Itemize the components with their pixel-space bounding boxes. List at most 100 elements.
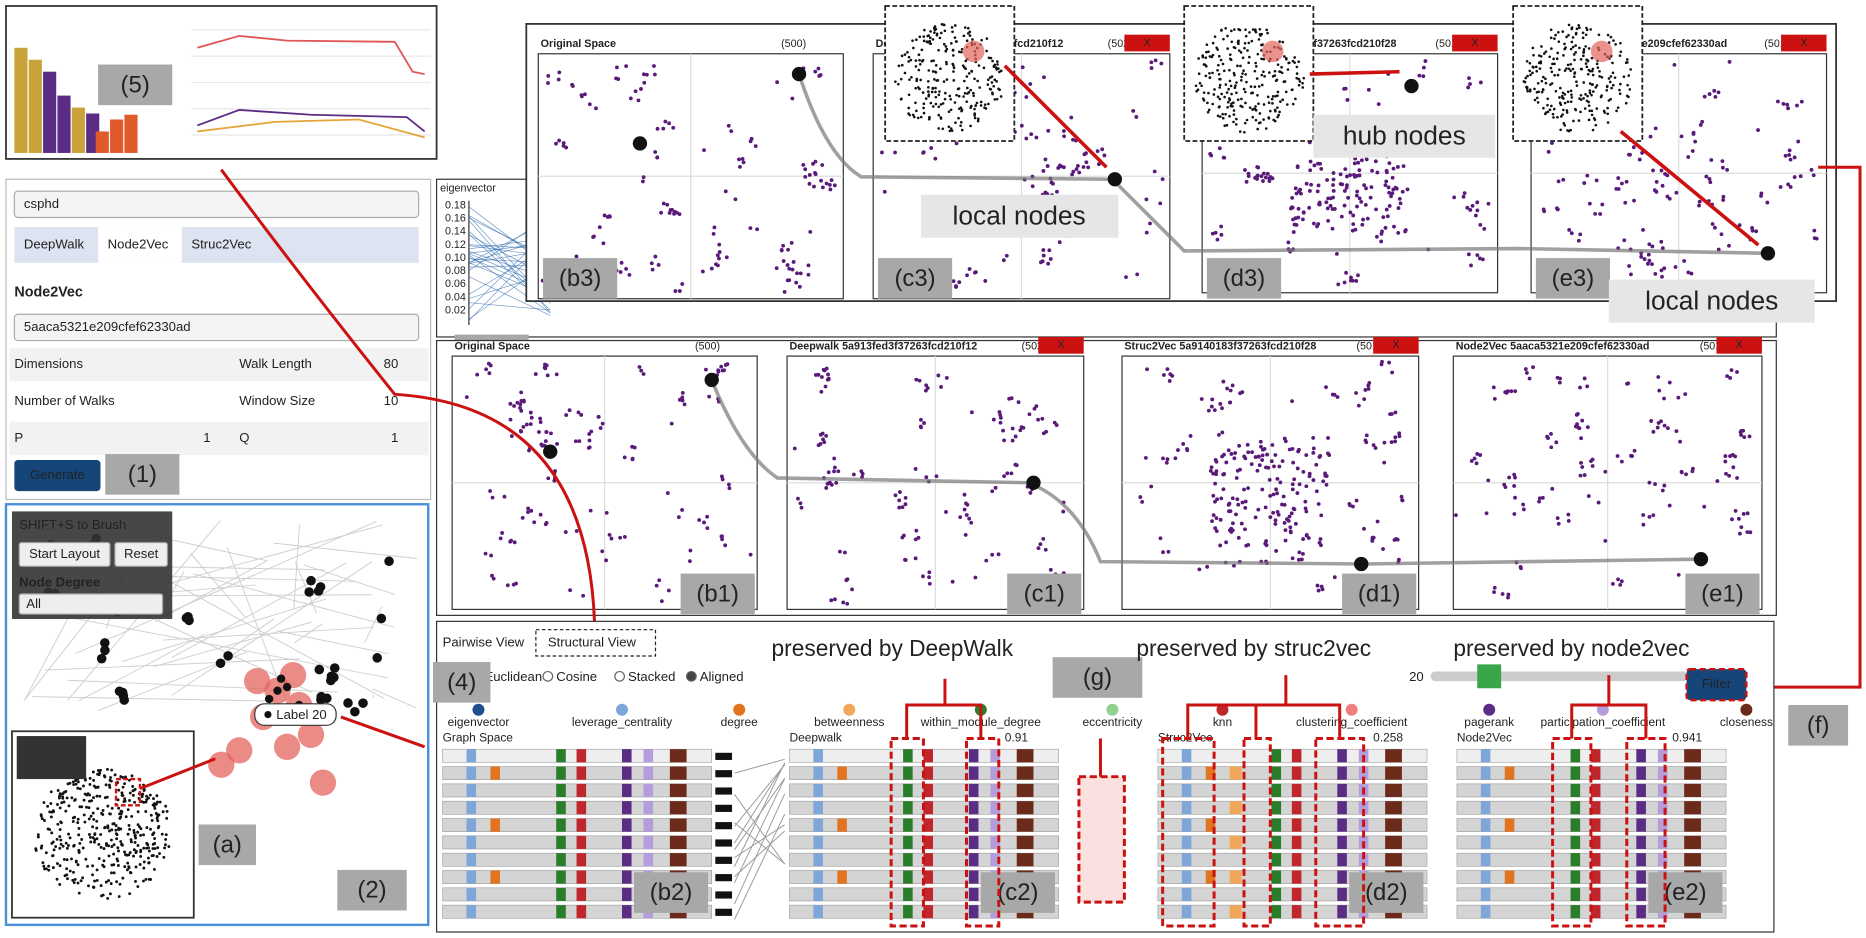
- close-button[interactable]: [1373, 336, 1419, 354]
- minimap-node: [957, 94, 961, 98]
- mode-label[interactable]: Aligned: [700, 669, 744, 684]
- mode-label[interactable]: Euclidean: [484, 669, 542, 684]
- panel-label-box: [633, 872, 709, 913]
- close-button[interactable]: [1452, 34, 1498, 52]
- slider-handle[interactable]: [1477, 664, 1502, 689]
- minimap-node: [91, 836, 95, 840]
- model-tab[interactable]: Struc2Vec: [191, 236, 251, 251]
- metric-cell: [556, 818, 566, 832]
- minimap-node: [1194, 84, 1198, 88]
- embedding-point: [1387, 360, 1392, 365]
- minimap-node: [1207, 91, 1210, 95]
- metric-cell: [643, 801, 654, 815]
- filter-button[interactable]: [1685, 667, 1748, 702]
- embedding-point: [1268, 515, 1273, 520]
- degree-select-value[interactable]: All: [26, 596, 41, 611]
- minimap-node: [1626, 83, 1629, 87]
- embedding-point: [1304, 509, 1309, 514]
- embedding-point: [1392, 538, 1397, 542]
- minimap-node: [1585, 65, 1589, 69]
- mode-radio[interactable]: [685, 670, 697, 682]
- model-tab[interactable]: Node2Vec: [108, 236, 169, 251]
- close-button[interactable]: [1038, 336, 1084, 354]
- close-label[interactable]: X: [1392, 339, 1399, 351]
- close-button[interactable]: [1781, 34, 1827, 52]
- graph-button-label[interactable]: Reset: [124, 546, 159, 561]
- generate-button[interactable]: [14, 460, 101, 492]
- close-label[interactable]: X: [1144, 37, 1151, 49]
- minimap-node: [1266, 95, 1270, 99]
- panel-label-box: [98, 64, 173, 106]
- mode-label[interactable]: Stacked: [628, 669, 676, 684]
- minimap-node: [992, 84, 996, 88]
- metric-cell: [1271, 818, 1282, 832]
- minimap-node: [1542, 52, 1546, 55]
- graph-button[interactable]: [18, 541, 111, 567]
- minimap-node: [1548, 108, 1552, 112]
- embedding-point: [1256, 507, 1261, 512]
- mode-radio[interactable]: [614, 670, 625, 682]
- embedding-point: [624, 266, 629, 271]
- view-tab[interactable]: Pairwise View: [443, 634, 525, 649]
- histogram-bar: [57, 95, 71, 153]
- generate-label[interactable]: Generate: [30, 467, 85, 482]
- close-button[interactable]: [1716, 336, 1762, 354]
- tracked-node: [1026, 475, 1041, 490]
- metric-cell: [1181, 853, 1192, 867]
- minimap-node: [945, 47, 949, 51]
- scatter-title: Original Space: [541, 38, 616, 50]
- minimap-node: [915, 79, 919, 83]
- slider-track[interactable]: [1430, 671, 1688, 682]
- close-label[interactable]: X: [1471, 37, 1478, 49]
- minimap-node: [911, 39, 914, 42]
- view-tab[interactable]: Structural View: [548, 634, 637, 649]
- minimap-node: [1567, 23, 1571, 27]
- minimap-node: [1531, 46, 1535, 50]
- embedding-point: [1209, 404, 1214, 409]
- close-label[interactable]: X: [1736, 339, 1743, 351]
- metric-cell: [1181, 835, 1192, 849]
- mode-radio[interactable]: [542, 670, 554, 682]
- degree-select[interactable]: [18, 593, 164, 615]
- embedding-point: [748, 552, 753, 557]
- pc-line: [468, 302, 551, 311]
- embedding-point: [1382, 440, 1387, 445]
- minimap-node: [1563, 101, 1567, 105]
- dataset-select[interactable]: [13, 190, 420, 219]
- mode-label[interactable]: Cosine: [556, 669, 597, 684]
- embedding-point: [781, 259, 786, 263]
- minimap-node: [1267, 101, 1271, 105]
- minimap-node: [1259, 34, 1262, 37]
- embedding-point: [1723, 459, 1728, 464]
- embedding-point: [1657, 388, 1662, 393]
- panel-label: (c2): [997, 879, 1038, 906]
- graph-button[interactable]: [114, 541, 169, 567]
- minimap-node: [1258, 112, 1262, 115]
- minimap-node: [929, 42, 933, 46]
- embedding-point: [1765, 200, 1770, 205]
- embedding-point: [817, 74, 822, 78]
- embedding-select[interactable]: [13, 313, 420, 342]
- metric-cell: [1590, 887, 1601, 901]
- metric-cell: [490, 818, 500, 832]
- graph-node: [376, 613, 387, 624]
- graph-button-label[interactable]: Start Layout: [29, 546, 100, 561]
- embedding-point: [1676, 572, 1681, 577]
- minimap-node: [149, 827, 152, 831]
- minimap-node: [62, 800, 66, 804]
- minimap-node: [95, 794, 99, 798]
- embedding-point: [1301, 551, 1305, 556]
- minimap-node: [1577, 119, 1581, 122]
- model-tab[interactable]: DeepWalk: [24, 236, 85, 251]
- minimap-node: [41, 861, 45, 865]
- close-button[interactable]: [1124, 34, 1170, 52]
- embedding-point: [1282, 521, 1287, 525]
- minimap-node: [933, 25, 937, 28]
- filter-label[interactable]: Filter: [1702, 676, 1732, 691]
- metric-cell: [576, 835, 587, 849]
- close-label[interactable]: X: [1800, 37, 1807, 49]
- minimap-node: [1224, 26, 1227, 30]
- minimap-node: [128, 827, 132, 831]
- embedding-point: [1376, 102, 1381, 107]
- close-label[interactable]: X: [1057, 339, 1064, 351]
